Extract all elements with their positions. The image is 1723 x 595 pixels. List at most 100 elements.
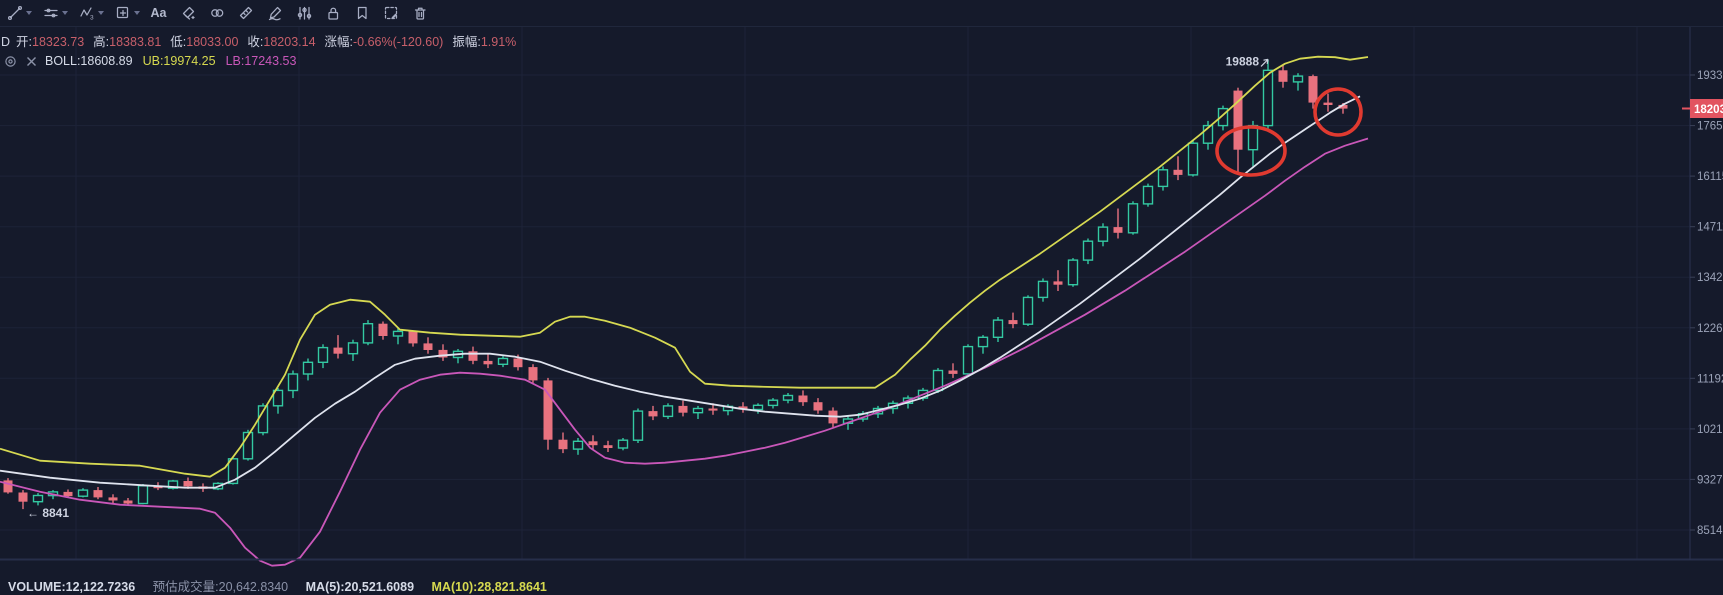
low-value: 18033.00: [186, 35, 239, 49]
boll-indicator-bar: BOLL:18608.89 UB:19974.25 LB:17243.53: [3, 54, 296, 68]
templates-tool-icon[interactable]: [353, 5, 370, 22]
candle: [767, 398, 779, 409]
candle: [813, 398, 823, 414]
brush-tool-icon[interactable]: [266, 5, 283, 22]
candle: [32, 493, 44, 506]
price-axis-label: 19337: [1697, 70, 1723, 82]
trash-tool-icon[interactable]: [411, 5, 428, 22]
close-label: 收:: [247, 35, 264, 49]
candle: [77, 488, 89, 498]
candle: [617, 438, 629, 451]
candle: [1037, 278, 1049, 302]
svg-text:3: 3: [90, 15, 94, 22]
text-tool-icon[interactable]: Aa: [150, 5, 167, 22]
volume-ma5-value: MA(5):20,521.6089: [305, 580, 415, 594]
candle: [497, 356, 509, 368]
candle: [1067, 258, 1079, 287]
candle: [347, 339, 359, 361]
candle: [1262, 59, 1274, 129]
candle: [272, 387, 284, 414]
price-axis-label: 8514: [1697, 525, 1723, 537]
ohlc-info-bar: D 开:18323.73 高:18383.81 低:18033.00 收:18203.1…: [1, 31, 525, 50]
candle: [692, 405, 704, 419]
candle-series: [3, 59, 1348, 510]
price-axis-label: 17652: [1697, 121, 1723, 133]
ruler-tool-icon[interactable]: [237, 5, 254, 22]
candle: [257, 403, 269, 436]
low-label: 低:: [170, 35, 187, 49]
high-price-marker: 19888: [1226, 54, 1260, 68]
magnet-tool-icon[interactable]: [208, 5, 225, 22]
horizontal-line-tool-icon[interactable]: [42, 5, 59, 22]
chevron-down-icon[interactable]: [132, 5, 142, 22]
chevron-down-icon[interactable]: [24, 5, 34, 22]
candle: [1008, 312, 1018, 329]
candle: [1022, 295, 1034, 326]
price-axis-label: 11192: [1697, 373, 1723, 385]
candle: [572, 438, 584, 455]
boll-ub-value: UB:19974.25: [142, 54, 216, 68]
candle: [1082, 238, 1094, 265]
candle: [678, 400, 688, 417]
candle: [1187, 140, 1199, 177]
candle: [543, 377, 553, 450]
close-value: 18203.14: [263, 35, 316, 49]
wave-tool-icon[interactable]: 3: [78, 5, 95, 22]
candle: [752, 403, 764, 414]
candle: [362, 320, 374, 346]
shapes-tool-icon[interactable]: [114, 5, 131, 22]
candle: [317, 344, 329, 369]
indicator-settings-icon[interactable]: [3, 54, 17, 68]
text-tool-label: Aa: [150, 6, 167, 20]
sliders-tool-icon[interactable]: [295, 5, 312, 22]
chevron-down-icon[interactable]: [60, 5, 70, 22]
chevron-down-icon[interactable]: [96, 5, 106, 22]
candle: [93, 487, 103, 500]
candle: [1202, 120, 1214, 150]
candle: [287, 370, 299, 399]
volume-ma10-value: MA(10):28,821.8641: [431, 580, 547, 594]
eraser-tool-icon[interactable]: [179, 5, 196, 22]
candle: [378, 321, 388, 340]
candle: [632, 408, 644, 443]
candle: [962, 344, 974, 376]
open-value: 18323.73: [32, 35, 85, 49]
amplitude-label: 振幅:: [452, 35, 481, 49]
candle: [408, 330, 418, 347]
boll-lb-value: LB:17243.53: [225, 54, 297, 68]
candle: [948, 363, 958, 378]
candle: [392, 328, 404, 345]
indicator-close-icon[interactable]: [24, 54, 38, 68]
candle: [603, 440, 613, 452]
open-label: 开:: [16, 35, 33, 49]
price-axis-label: 10217: [1697, 424, 1723, 436]
candle: [662, 403, 674, 419]
change-value: -0.66%(-120.60): [353, 35, 444, 49]
candle: [3, 478, 13, 494]
trendline-tool-icon[interactable]: [6, 5, 23, 22]
candle: [738, 402, 748, 413]
period-fragment: D: [1, 35, 11, 49]
high-value: 18383.81: [109, 35, 162, 49]
candle: [588, 435, 598, 450]
annotation-circle[interactable]: [1215, 125, 1287, 177]
candle: [108, 494, 118, 505]
annotation-circle[interactable]: [1313, 87, 1363, 137]
candle: [1323, 93, 1333, 112]
boll-value: BOLL:18608.89: [45, 54, 133, 68]
candle: [18, 490, 28, 510]
change-label: 涨幅:: [324, 35, 354, 49]
bollinger-upper-line: [0, 55, 1369, 478]
lock-tool-icon[interactable]: [324, 5, 341, 22]
candle: [1217, 105, 1229, 131]
candle: [782, 393, 794, 404]
screenshot-tool-icon[interactable]: [382, 5, 399, 22]
price-axis-label: 13429: [1697, 272, 1723, 284]
candle: [992, 317, 1004, 342]
bollinger-lower-line: [0, 137, 1369, 567]
candle: [1097, 223, 1109, 247]
estimated-volume-value: 预估成交量:20,642.8340: [152, 580, 289, 594]
low-price-marker: ← 8841: [27, 506, 69, 520]
